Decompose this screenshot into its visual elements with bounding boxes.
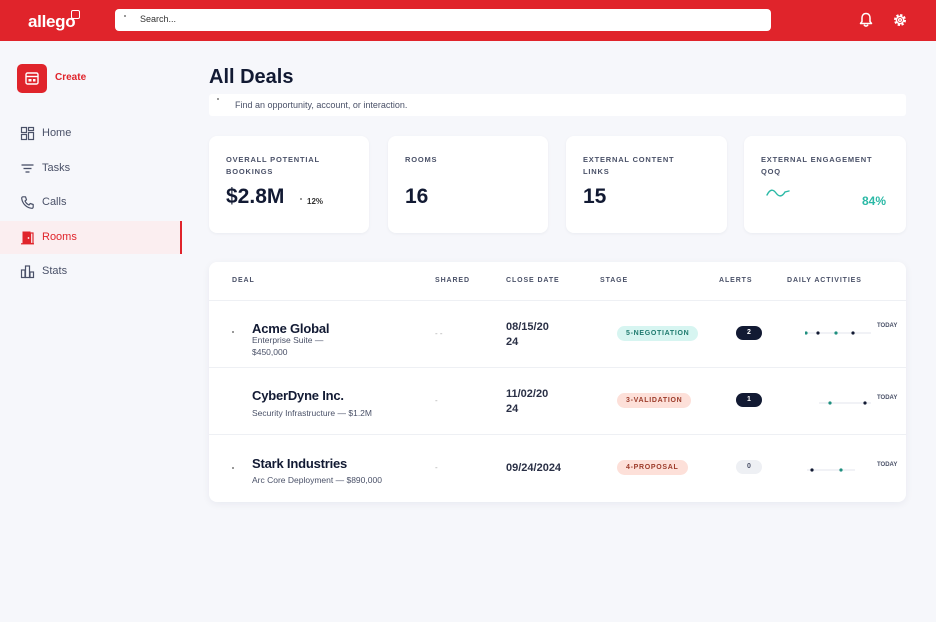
activity-dot	[816, 331, 820, 335]
alert-count-badge[interactable]: 0	[736, 460, 762, 474]
today-label: TODAY	[877, 395, 898, 401]
deals-table: DEAL SHARED CLOSE DATE STAGE ALERTS DAIL…	[209, 262, 906, 502]
sidebar-item-calls[interactable]: Calls	[0, 186, 182, 219]
column-header-shared[interactable]: SHARED	[435, 277, 470, 284]
create-label[interactable]: Create	[55, 72, 87, 83]
stat-card-value: $2.8M	[226, 185, 285, 208]
gear-icon[interactable]	[892, 12, 908, 28]
phone-icon	[21, 196, 34, 209]
sidebar-item-label: Stats	[42, 265, 68, 277]
today-label: TODAY	[877, 323, 898, 329]
shared-status: -	[435, 396, 438, 405]
stat-card-bookings[interactable]: OVERALL POTENTIAL BOOKINGS $2.8M 12%	[209, 136, 369, 233]
page-title: All Deals	[209, 66, 294, 88]
close-date: 08/15/2024	[506, 321, 549, 348]
search-placeholder: Search...	[140, 14, 177, 24]
stat-card-content-links[interactable]: EXTERNAL CONTENT LINKS 15	[566, 136, 727, 233]
activity-sparkline	[805, 331, 871, 335]
column-header-daily-activities[interactable]: DAILY ACTIVITIES	[787, 277, 862, 284]
deal-name[interactable]: Stark Industries	[252, 456, 348, 471]
sidebar-item-stats[interactable]: Stats	[0, 255, 182, 288]
activity-dot	[828, 401, 832, 405]
column-header-stage[interactable]: STAGE	[600, 277, 629, 284]
stat-card-value: 15	[583, 185, 607, 208]
filter-search-icon	[217, 98, 219, 100]
table-row[interactable]: Acme Global Enterprise Suite — $450,000 …	[209, 300, 906, 367]
deal-filter-input[interactable]: Find an opportunity, account, or interac…	[209, 94, 906, 116]
stat-card-title: EXTERNAL CONTENT LINKS	[583, 155, 675, 176]
activity-sparkline	[819, 401, 871, 405]
sidebar-item-label: Calls	[42, 196, 67, 208]
logo-mark-icon	[71, 10, 80, 19]
activity-dot	[834, 331, 838, 335]
stage-badge: 3-VALIDATION	[617, 393, 692, 408]
sidebar-item-home[interactable]: Home	[0, 117, 182, 150]
activity-sparkline	[807, 468, 855, 472]
stat-card-value: 16	[405, 185, 429, 208]
trend-wave-icon	[766, 189, 790, 197]
activity-dot	[863, 401, 867, 405]
stage-badge: 4-PROPOSAL	[617, 460, 688, 475]
sidebar-item-tasks[interactable]: Tasks	[0, 152, 182, 185]
activity-dot	[851, 331, 855, 335]
deal-detail: Enterprise Suite — $450,000	[252, 335, 324, 357]
filter-placeholder: Find an opportunity, account, or interac…	[235, 100, 408, 110]
column-header-deal[interactable]: DEAL	[232, 277, 255, 284]
stat-card-engagement[interactable]: EXTERNAL ENGAGEMENT QOQ 84%	[744, 136, 906, 233]
alert-count-badge[interactable]: 2	[736, 326, 762, 340]
stat-card-title: OVERALL POTENTIAL BOOKINGS	[226, 155, 320, 176]
column-header-close-date[interactable]: CLOSE DATE	[506, 277, 560, 284]
stat-card-title: EXTERNAL ENGAGEMENT QOQ	[761, 155, 873, 176]
top-bar: allego Search...	[0, 0, 936, 41]
grid-icon	[20, 126, 35, 141]
alert-count-badge[interactable]: 1	[736, 393, 762, 407]
table-row[interactable]: CyberDyne Inc. Security Infrastructure —…	[209, 367, 906, 434]
sidebar-item-label: Tasks	[42, 162, 71, 174]
trend-icon	[300, 198, 302, 200]
stat-card-value: 84%	[861, 194, 886, 208]
shared-status: -	[435, 463, 438, 472]
column-header-alerts[interactable]: ALERTS	[719, 277, 753, 284]
stage-badge: 5-NEGOTIATION	[617, 326, 699, 341]
calendar-icon	[25, 72, 39, 85]
bar-chart-icon	[20, 265, 35, 279]
deal-detail: Arc Core Deployment — $890,000	[252, 475, 382, 485]
activity-dot	[810, 468, 814, 472]
deal-name[interactable]: CyberDyne Inc.	[252, 388, 344, 403]
main-content: All Deals Find an opportunity, account, …	[185, 41, 936, 622]
sidebar-item-rooms[interactable]: Rooms	[0, 221, 182, 254]
filter-lines-icon	[21, 164, 34, 173]
create-button[interactable]	[17, 64, 47, 93]
sidebar: Create Home Tasks Calls Rooms	[0, 41, 185, 622]
deal-detail: Security Infrastructure — $1.2M	[252, 408, 372, 418]
deal-name[interactable]: Acme Global	[252, 321, 330, 336]
row-select-icon[interactable]	[232, 331, 234, 333]
search-input[interactable]: Search...	[115, 9, 771, 31]
stat-card-title: ROOMS	[405, 155, 438, 164]
door-icon	[21, 231, 34, 245]
today-label: TODAY	[877, 462, 898, 468]
stat-card-change: 12%	[307, 197, 324, 206]
stat-card-rooms[interactable]: ROOMS 16	[388, 136, 548, 233]
sidebar-item-label: Home	[42, 127, 72, 139]
activity-dot	[839, 468, 843, 472]
shared-status: - -	[435, 329, 443, 338]
bell-icon[interactable]	[859, 12, 873, 28]
app-logo[interactable]: allego	[28, 12, 76, 31]
close-date: 11/02/2024	[506, 388, 549, 415]
search-icon	[124, 15, 126, 17]
sidebar-item-label: Rooms	[42, 231, 77, 243]
table-row[interactable]: Stark Industries Arc Core Deployment — $…	[209, 434, 906, 501]
row-select-icon[interactable]	[232, 467, 234, 469]
close-date: 09/24/2024	[506, 462, 562, 474]
activity-dot	[805, 331, 808, 335]
